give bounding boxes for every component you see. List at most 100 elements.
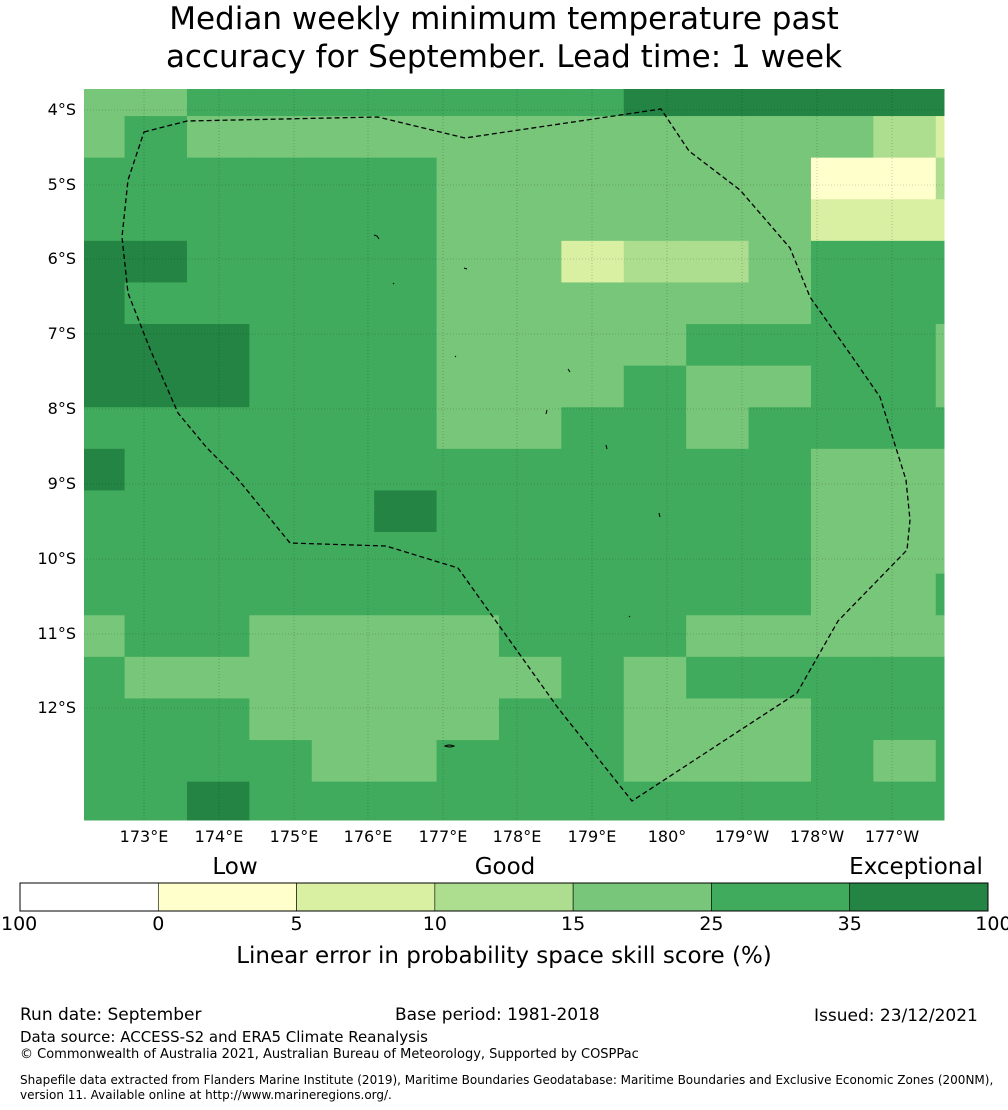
grid-cell (686, 698, 750, 741)
longitude-label: 180° (647, 827, 687, 846)
graticule (84, 89, 944, 820)
grid-cell (561, 615, 625, 658)
grid-cell (124, 573, 188, 616)
grid-cell (374, 240, 438, 283)
grid-cell (935, 573, 945, 616)
grid-cell (748, 573, 812, 616)
grid-cell (249, 282, 313, 325)
colorbar-tick-label: 100 (975, 913, 1008, 935)
grid-cell (935, 615, 945, 658)
grid-cell (186, 448, 250, 491)
colorbar-tick-label: 35 (837, 913, 862, 935)
grid-cell (873, 324, 937, 367)
grid-cell (935, 282, 945, 325)
grid-cell (124, 157, 188, 200)
grid-cell (249, 740, 313, 783)
grid-cell (374, 116, 438, 159)
grid-cell (84, 615, 126, 658)
grid-cell (311, 698, 375, 741)
shapefile-credit: Shapefile data extracted from Flanders M… (20, 1073, 994, 1102)
grid-cell (84, 157, 126, 200)
grid-cell (186, 656, 250, 699)
grid-cell (686, 615, 750, 658)
grid-cell (186, 324, 250, 367)
grid-cell (374, 490, 438, 533)
colorbar-frame (19, 882, 989, 912)
grid-cell (810, 324, 874, 367)
grid-cell (498, 615, 562, 658)
grid-cell (873, 157, 937, 200)
map-title-line-1: Median weekly minimum temperature past (169, 1, 839, 37)
grid-cell (686, 740, 750, 783)
latitude-label: 11°S (37, 624, 76, 643)
colorbar-tick-label: 5 (290, 913, 303, 935)
latitude-label: 8°S (47, 399, 76, 418)
grid-cell (436, 407, 500, 450)
longitude-label: 178°W (789, 827, 845, 846)
grid-cell (84, 199, 126, 242)
grid-cell (84, 532, 126, 575)
grid-cell (748, 407, 812, 450)
grid-cell (748, 448, 812, 491)
longitude-label: 177°E (418, 827, 468, 846)
grid-cell (873, 740, 937, 783)
grid-cell (374, 532, 438, 575)
grid-cell (311, 116, 375, 159)
grid-cell (436, 781, 500, 821)
grid-cell (186, 240, 250, 283)
grid-cell (686, 240, 750, 283)
grid-cell (561, 698, 625, 741)
grid-cell (436, 89, 500, 117)
grid-cell (124, 656, 188, 699)
grid-cell (935, 698, 945, 741)
grid-cell (748, 615, 812, 658)
grid-cell (748, 199, 812, 242)
longitude-label: 176°E (343, 827, 393, 846)
grid-cell (374, 282, 438, 325)
grid-cell (374, 157, 438, 200)
grid-cell (935, 89, 945, 117)
grid-cell (311, 407, 375, 450)
grid-cell (249, 89, 313, 117)
grid-cell (498, 656, 562, 699)
grid-cell (623, 89, 687, 117)
eez-boundary (121, 108, 911, 802)
grid-cell (748, 532, 812, 575)
colorbar-tick-label: 25 (699, 913, 724, 935)
grid-cell (561, 116, 625, 159)
grid-cell (498, 490, 562, 533)
longitude-label: 174°E (194, 827, 244, 846)
grid-cell (436, 698, 500, 741)
grid-cell (623, 407, 687, 450)
grid-cell (561, 89, 625, 117)
grid-cell (186, 490, 250, 533)
grid-cell (186, 199, 250, 242)
grid-cell (561, 532, 625, 575)
grid-cell (561, 157, 625, 200)
grid-cell (84, 365, 126, 408)
grid-cell (748, 116, 812, 159)
grid-cell (623, 199, 687, 242)
grid-cell (249, 490, 313, 533)
grid-cell (249, 448, 313, 491)
grid-cell (935, 365, 945, 408)
grid-cell (311, 781, 375, 821)
grid-cell (561, 282, 625, 325)
colorbar-category-exceptional: Exceptional (849, 854, 983, 880)
grid-cell (498, 407, 562, 450)
grid-cell (249, 698, 313, 741)
longitude-label: 173°E (119, 827, 169, 846)
longitude-label: 177°W (864, 827, 920, 846)
grid-cell (935, 324, 945, 367)
grid-cell (374, 448, 438, 491)
grid-cell (124, 490, 188, 533)
grid-cell (873, 656, 937, 699)
grid-cell (311, 532, 375, 575)
grid-cell (748, 740, 812, 783)
grid-cell (249, 199, 313, 242)
grid-cell (935, 532, 945, 575)
grid-cell (623, 116, 687, 159)
grid-cell (810, 698, 874, 741)
grid-cell (873, 89, 937, 117)
base-period: Base period: 1981-2018 (395, 1005, 600, 1025)
